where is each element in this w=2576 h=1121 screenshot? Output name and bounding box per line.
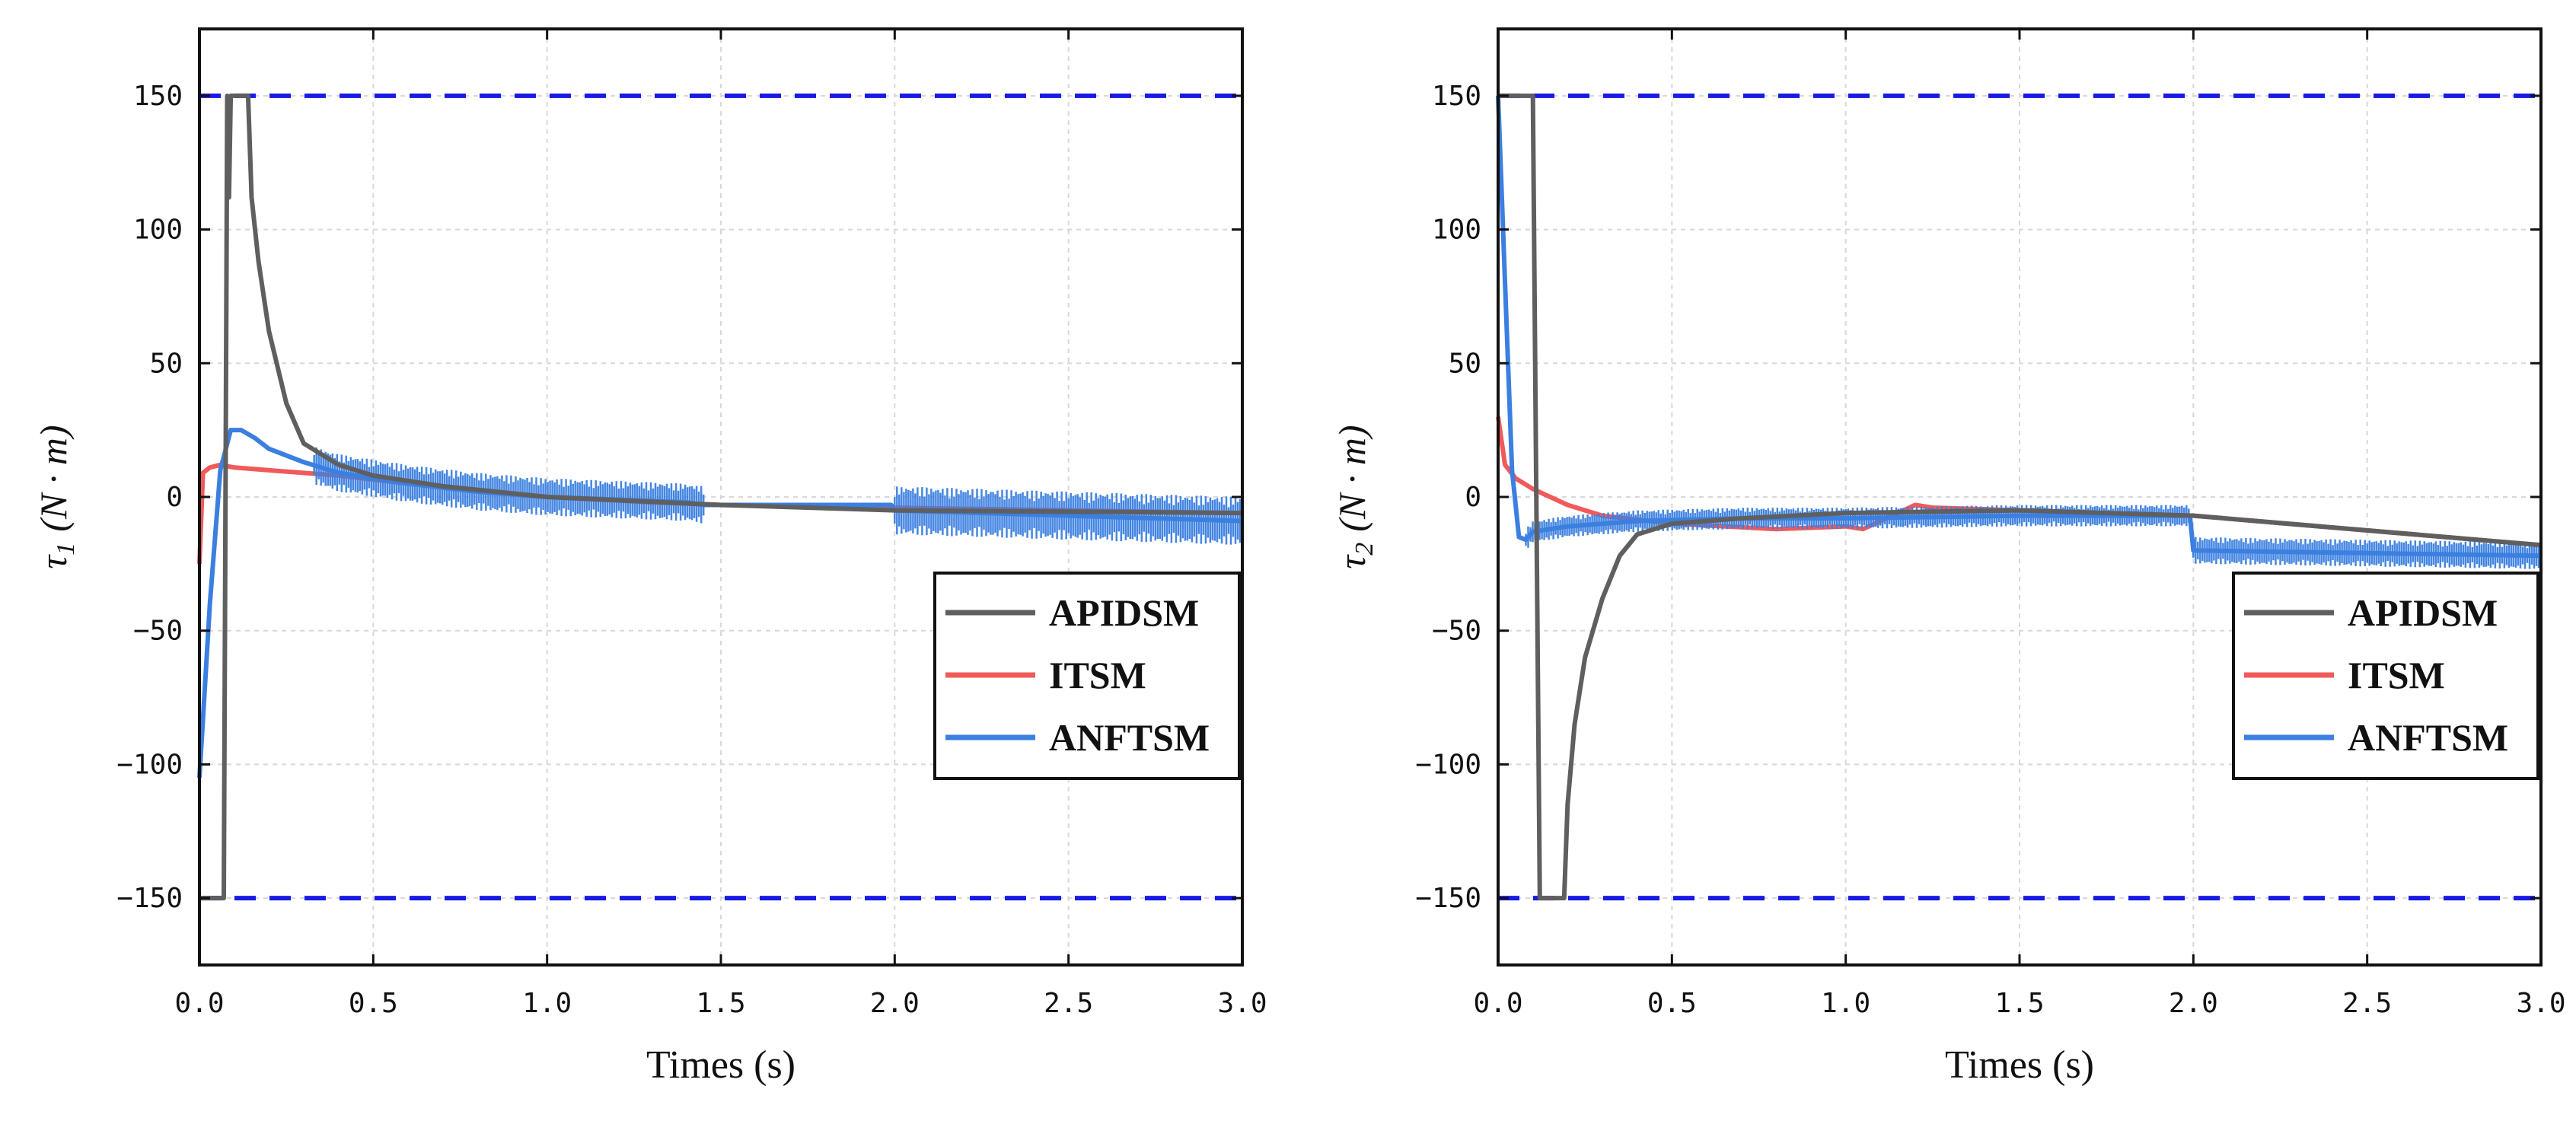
legend-label-apidsm: APIDSM <box>1049 591 1199 634</box>
y-tick-label: −150 <box>116 883 183 914</box>
series-group <box>1496 93 2543 901</box>
x-tick-label: 2.0 <box>870 988 920 1019</box>
x-axis-label: Times (s) <box>646 1043 795 1087</box>
ticks: 0.0 0.5 1.0 1.5 2.0 2.5 3.0 150 100 50 0 −50 −100 −15… <box>116 29 1267 1019</box>
y-tick-label: 0 <box>1465 482 1481 513</box>
legend: APIDSM ITSM ANFTSM <box>2232 572 2539 780</box>
series-line-apidsm <box>1498 93 2542 901</box>
y-tick-label: 100 <box>1432 215 1481 246</box>
legend-label-itsm: ITSM <box>1049 654 1146 696</box>
legend-label-anftsm: ANFTSM <box>1049 716 1210 759</box>
y-axis-unit: (N · m) <box>32 425 75 531</box>
x-tick-label: 1.0 <box>522 988 572 1019</box>
x-tick-label: 1.0 <box>1821 988 1870 1019</box>
legend-label-anftsm: ANFTSM <box>2348 716 2508 759</box>
y-tick-label: 150 <box>1432 81 1481 112</box>
x-tick-label: 0.0 <box>174 988 224 1019</box>
y-axis-symbol: τ <box>32 554 75 569</box>
y-axis-label: τ1 (N · m) <box>32 425 80 568</box>
y-tick-label: 150 <box>133 81 183 112</box>
y-tick-label: −100 <box>1415 749 1481 780</box>
y-tick-label: 50 <box>1449 348 1481 379</box>
legend: APIDSM ITSM ANFTSM <box>933 572 1241 780</box>
y-axis-subscript: 2 <box>1350 543 1379 556</box>
y-tick-label: −100 <box>116 749 183 780</box>
x-axis-label: Times (s) <box>1945 1043 2094 1087</box>
y-axis-symbol: τ <box>1331 554 1373 569</box>
legend-label-itsm: ITSM <box>2348 654 2445 696</box>
x-tick-label: 2.5 <box>2342 988 2392 1019</box>
y-axis-label: τ2 (N · m) <box>1331 425 1379 568</box>
y-tick-label: −150 <box>1415 883 1481 914</box>
series-line-apidsm <box>199 93 1243 901</box>
chart-tau2: 0.0 0.5 1.0 1.5 2.0 2.5 3.0 150 100 50 0 −50 −100 −15… <box>1331 27 2566 1087</box>
x-tick-label: 2.0 <box>2169 988 2218 1019</box>
y-axis-unit: (N · m) <box>1331 425 1373 531</box>
y-tick-label: 0 <box>166 482 183 513</box>
ticks: 0.0 0.5 1.0 1.5 2.0 2.5 3.0 150 100 50 0 −50 −100 −15… <box>1415 29 2566 1019</box>
series-line-anftsm <box>1496 95 2542 559</box>
y-tick-label: 100 <box>133 215 183 246</box>
y-tick-label: −50 <box>133 616 183 647</box>
x-tick-label: 0.0 <box>1473 988 1522 1019</box>
x-tick-label: 0.5 <box>349 988 398 1019</box>
x-tick-label: 3.0 <box>2516 988 2565 1019</box>
y-tick-label: −50 <box>1432 616 1481 647</box>
x-tick-label: 1.5 <box>696 988 745 1019</box>
x-tick-label: 1.5 <box>1994 988 2044 1019</box>
x-tick-label: 0.5 <box>1647 988 1697 1019</box>
legend-label-apidsm: APIDSM <box>2348 591 2498 634</box>
y-axis-subscript: 1 <box>52 543 80 556</box>
series-group <box>197 93 1244 901</box>
x-tick-label: 3.0 <box>1217 988 1267 1019</box>
x-tick-label: 2.5 <box>1044 988 1093 1019</box>
chart-tau1: 0.0 0.5 1.0 1.5 2.0 2.5 3.0 150 100 50 0 −50 −100 −15… <box>32 27 1267 1087</box>
y-tick-label: 50 <box>150 348 183 379</box>
grid <box>1497 29 2542 965</box>
